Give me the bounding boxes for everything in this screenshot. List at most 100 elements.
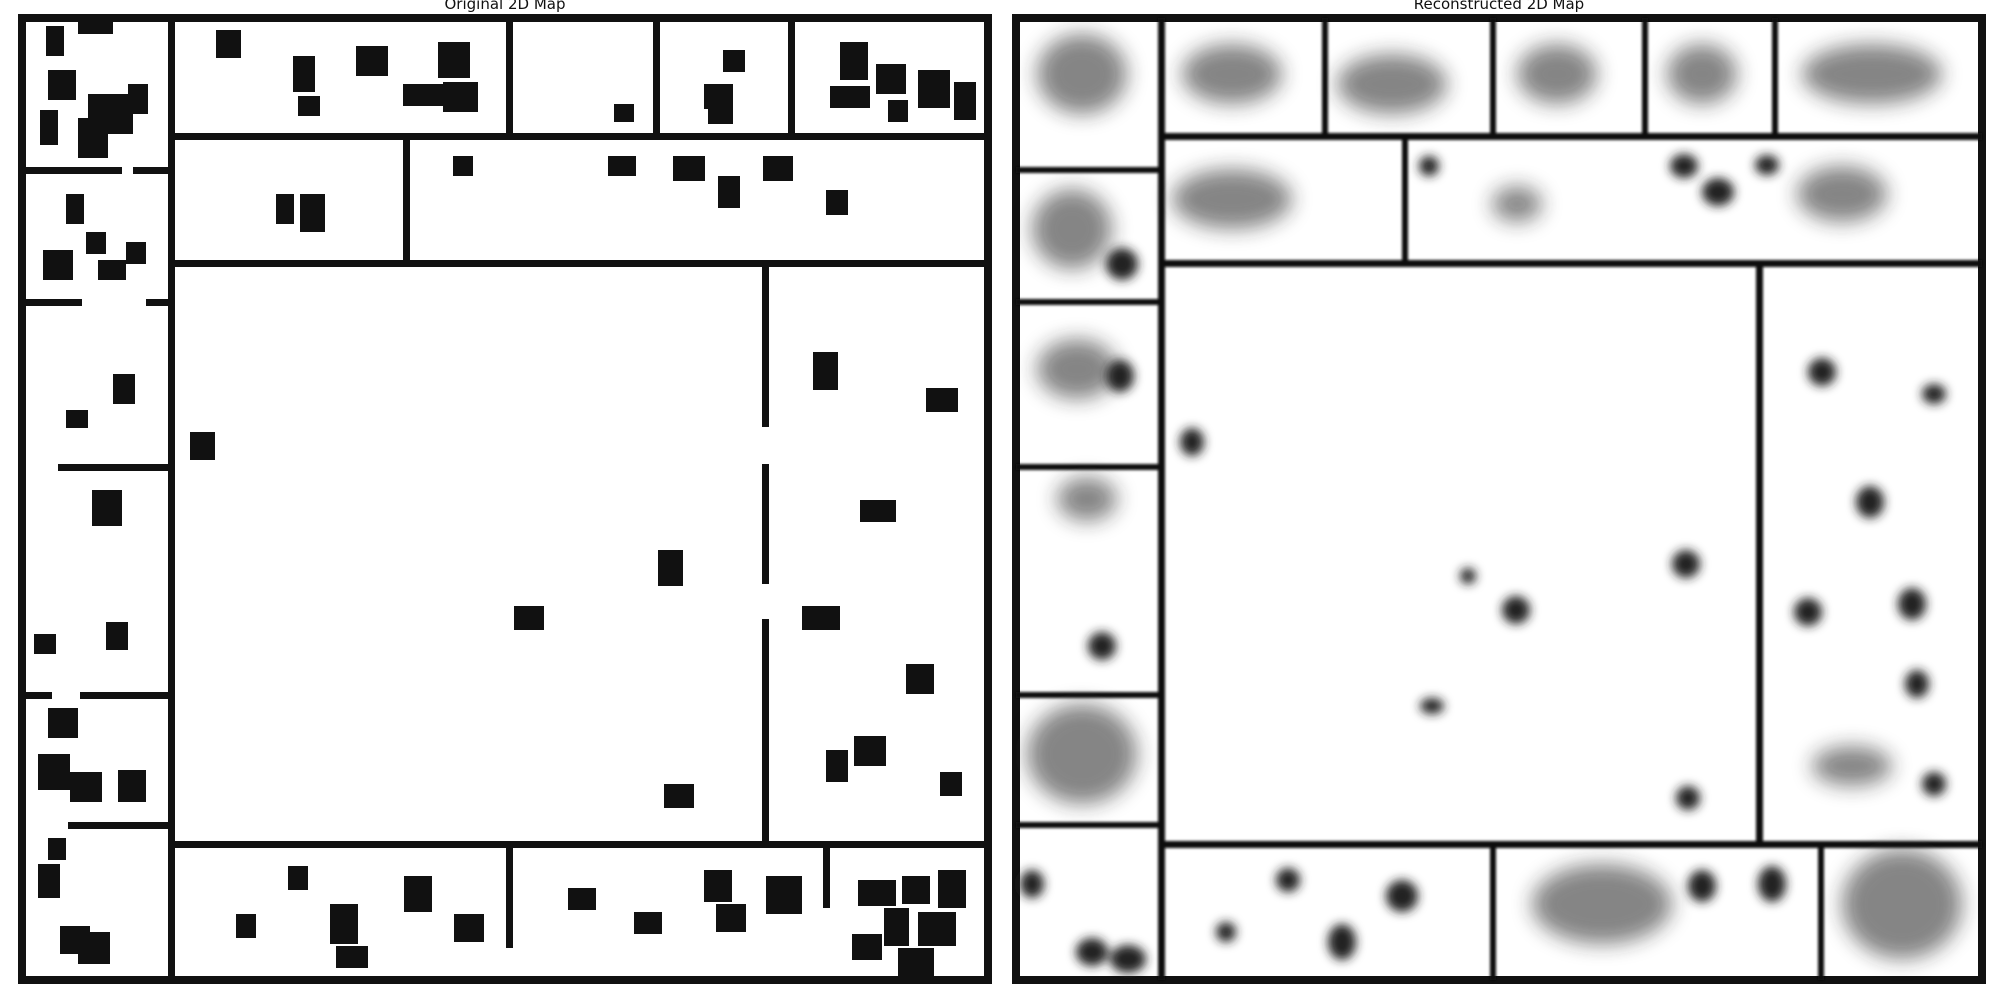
walls-right	[1016, 18, 1982, 980]
obstacle	[854, 736, 886, 766]
blur-blob	[1517, 44, 1597, 104]
obstacle	[888, 100, 908, 122]
wall	[1158, 260, 1982, 267]
wall	[823, 848, 830, 908]
obstacle	[763, 156, 793, 181]
obstacle	[48, 70, 76, 100]
wall	[1756, 267, 1763, 841]
obstacle	[48, 838, 66, 860]
obstacle	[826, 190, 848, 215]
wall	[22, 692, 52, 699]
obstacle	[98, 260, 126, 280]
obstacle	[614, 104, 634, 122]
obstacle	[813, 352, 838, 390]
obstacle	[78, 932, 110, 964]
obstacle	[826, 750, 848, 782]
blur-blob	[1088, 632, 1116, 660]
obstacle	[118, 770, 146, 802]
obstacle	[46, 26, 64, 56]
blur-blob	[1057, 477, 1117, 521]
blur-blob	[1027, 704, 1137, 804]
blur-blob	[1328, 924, 1356, 960]
blur-blob	[1532, 864, 1672, 944]
obstacle	[78, 22, 113, 34]
wall	[788, 18, 795, 133]
wall	[1158, 841, 1982, 848]
wall	[68, 822, 168, 829]
wall	[146, 299, 168, 306]
obstacle	[716, 904, 746, 932]
obstacle	[664, 784, 694, 808]
blur-blob	[1172, 169, 1292, 229]
blur-blob	[1182, 44, 1282, 104]
wall	[168, 18, 175, 980]
blur-blob	[1106, 360, 1134, 392]
reconstructed-map-title: Reconstructed 2D Map	[1413, 0, 1585, 13]
blur-blob	[1797, 166, 1887, 222]
obstacle	[860, 500, 896, 522]
obstacle	[216, 30, 241, 58]
wall	[1016, 822, 1158, 828]
obstacle	[852, 934, 882, 960]
blur-blob	[1460, 568, 1476, 584]
obstacle	[236, 914, 256, 938]
wall	[506, 18, 513, 133]
blur-blob	[1842, 849, 1962, 959]
blur-blob	[1688, 870, 1716, 902]
obstacle	[106, 622, 128, 650]
obstacle	[514, 606, 544, 630]
wall	[1402, 140, 1408, 260]
obstacle	[66, 410, 88, 428]
obstacle	[404, 876, 432, 912]
blur-blob	[1802, 44, 1942, 104]
obstacles-left	[34, 22, 976, 976]
obstacle	[113, 374, 135, 404]
obstacle	[704, 870, 732, 902]
blur-blob	[1110, 945, 1146, 973]
original-map-title: Original 2D Map	[444, 0, 566, 13]
wall	[22, 167, 122, 174]
original-map-canvas	[18, 14, 992, 984]
obstacle	[858, 880, 896, 906]
blur-blob	[1386, 880, 1418, 912]
obstacle	[92, 490, 122, 526]
obstacle	[34, 634, 56, 654]
wall	[168, 260, 988, 267]
blur-blob	[1898, 588, 1926, 620]
obstacle	[70, 772, 102, 802]
obstacle	[43, 250, 73, 280]
blurred-obstacles	[1020, 34, 1962, 973]
obstacle	[940, 772, 962, 796]
obstacle	[708, 84, 733, 124]
obstacle	[454, 914, 484, 942]
wall	[1322, 18, 1328, 133]
blur-blob	[1037, 34, 1127, 114]
obstacle	[830, 86, 870, 108]
blur-blob	[1419, 156, 1439, 176]
reconstructed-map-canvas	[1012, 14, 1986, 984]
wall	[403, 140, 410, 260]
blur-blob	[1037, 339, 1117, 399]
obstacle	[453, 156, 473, 176]
blur-blob	[1758, 866, 1786, 902]
wall	[1016, 167, 1158, 173]
obstacle	[898, 948, 934, 976]
wall	[1016, 299, 1158, 305]
blur-blob	[1905, 670, 1929, 698]
blur-blob	[1808, 358, 1836, 386]
wall	[1016, 464, 1158, 470]
blur-blob	[1032, 189, 1112, 269]
blur-blob	[1276, 868, 1300, 892]
obstacle	[673, 156, 705, 181]
obstacle	[38, 754, 70, 790]
obstacle	[336, 946, 368, 968]
obstacle	[802, 606, 840, 630]
obstacle	[40, 110, 58, 145]
wall	[1158, 18, 1165, 980]
obstacle	[718, 176, 740, 208]
obstacle	[926, 388, 958, 412]
obstacle	[568, 888, 596, 910]
obstacle	[403, 84, 443, 106]
obstacle	[876, 64, 906, 94]
wall	[1642, 18, 1648, 133]
